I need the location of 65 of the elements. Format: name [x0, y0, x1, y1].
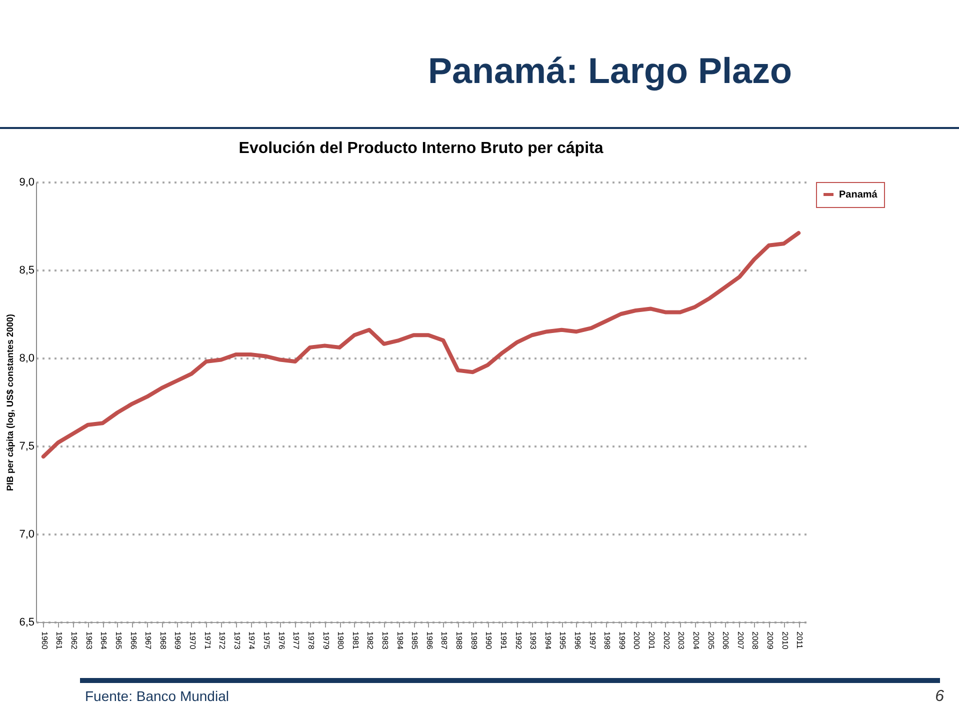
x-tick-label: 1983 — [380, 632, 390, 650]
x-tick-label: 1999 — [617, 632, 626, 650]
x-tick-label: 1960 — [40, 632, 49, 650]
legend-label: Panamá — [839, 190, 878, 200]
text: 6 — [935, 688, 944, 706]
x-tick-label: 2002 — [662, 632, 671, 650]
x-tick-label: 2010 — [780, 632, 790, 650]
x-tick-label: 1979 — [321, 632, 330, 650]
x-tick-label: 1967 — [144, 632, 153, 650]
x-tick-label: 1977 — [292, 632, 301, 650]
x-tick-label: 1972 — [218, 632, 227, 650]
y-tick-label: 8,5 — [19, 264, 34, 276]
x-tick-label: 1982 — [366, 632, 375, 650]
y-tick-label: 7,5 — [19, 440, 34, 452]
source-note: Fuente: Banco Mundial — [85, 688, 229, 704]
x-tick-label: 1976 — [276, 632, 286, 650]
x-tick-label: 1995 — [558, 632, 568, 650]
x-tick-label: 1963 — [84, 632, 94, 650]
x-tick-label: 1980 — [336, 632, 346, 650]
x-tick-label: 1971 — [202, 632, 212, 650]
x-tick-label: 2006 — [721, 632, 730, 650]
x-tick-label: 1991 — [498, 632, 508, 650]
x-tick-label: 2001 — [647, 632, 656, 650]
x-tick-label: 1985 — [410, 632, 420, 650]
x-tick-label: 1965 — [114, 632, 123, 650]
x-tick-label: 1964 — [99, 632, 108, 650]
x-tick-label: 2005 — [706, 632, 716, 650]
x-tick-label: 1968 — [158, 632, 168, 650]
x-tick-label: 1988 — [454, 632, 464, 650]
x-tick-label: 1996 — [572, 632, 582, 650]
x-tick-label: 1998 — [602, 632, 612, 650]
x-tick-label: 1997 — [588, 632, 597, 650]
x-tick-label: 2007 — [736, 632, 745, 650]
x-tick-label: 1987 — [440, 632, 449, 650]
x-tick-label: 1962 — [70, 632, 79, 650]
x-tick-label: 1970 — [188, 632, 197, 650]
x-tick-label: 1993 — [528, 632, 538, 650]
x-tick-label: 2003 — [676, 632, 686, 650]
y-tick-label: 8,0 — [19, 352, 34, 364]
y-axis-title: PIB per cápita (log, US$ constantes 2000) — [5, 314, 16, 492]
x-tick-label: 1961 — [54, 632, 64, 650]
x-tick-label: 2008 — [750, 632, 760, 650]
x-tick-label: 1975 — [262, 632, 272, 650]
x-tick-label: 1986 — [424, 632, 434, 650]
x-tick-label: 1973 — [232, 632, 242, 650]
y-tick-label: 9,0 — [19, 176, 34, 188]
x-tick-label: 1981 — [350, 632, 360, 650]
x-tick-label: 1984 — [395, 632, 404, 650]
x-tick-label: 2000 — [632, 632, 642, 650]
x-tick-label: 1969 — [173, 632, 182, 650]
x-tick-label: 2009 — [765, 632, 774, 650]
x-tick-label: 1974 — [247, 632, 256, 650]
line-series — [41, 231, 801, 459]
chart-subtitle: Evolución del Producto Interno Bruto per cápita — [238, 140, 604, 157]
x-tick-label: 2011 — [795, 632, 804, 650]
x-tick-label: 1990 — [484, 632, 494, 650]
y-tick-label: 6,5 — [19, 616, 34, 628]
x-tick-label: 1994 — [543, 632, 552, 650]
chart-title: Panamá: Largo Plazo — [426, 50, 794, 92]
x-tick-label: 1966 — [128, 632, 138, 650]
x-tick-label: 2004 — [691, 632, 700, 650]
x-tick-label: 1992 — [514, 632, 523, 650]
y-tick-label: 7,0 — [19, 528, 34, 540]
x-tick-label: 1989 — [469, 632, 478, 650]
x-tick-label: 1978 — [306, 632, 316, 650]
